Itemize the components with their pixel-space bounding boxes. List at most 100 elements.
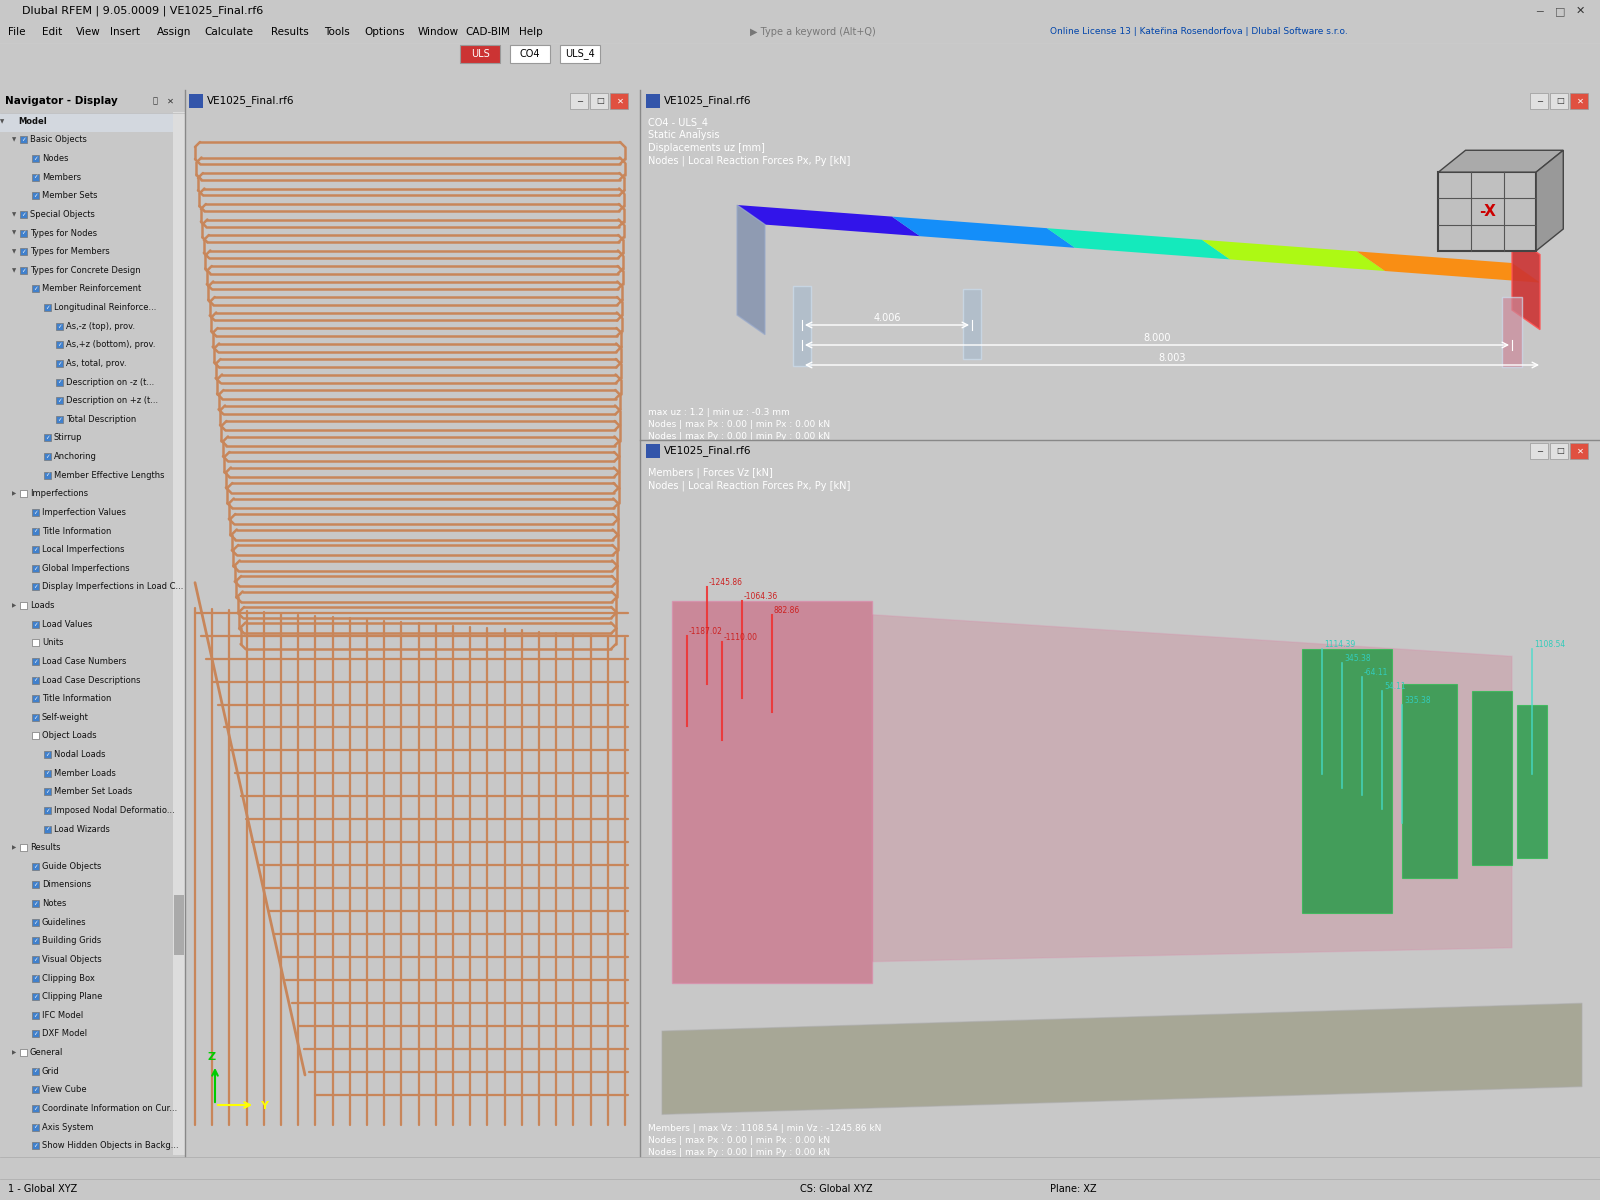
Text: Assign: Assign	[157, 26, 192, 37]
Text: Guide Objects: Guide Objects	[42, 862, 101, 871]
Bar	[32, 1105, 38, 1112]
Text: max uz : 1.2 | min uz : -0.3 mm: max uz : 1.2 | min uz : -0.3 mm	[648, 408, 790, 416]
Text: ✓: ✓	[21, 138, 26, 143]
Text: ▶: ▶	[13, 491, 16, 497]
Bar	[32, 528, 38, 534]
Text: ✓: ✓	[58, 416, 62, 422]
Text: Tools: Tools	[323, 26, 350, 37]
Bar	[19, 137, 27, 144]
Text: Stirrup: Stirrup	[54, 433, 83, 443]
Bar	[32, 509, 38, 516]
Text: Nodes: Nodes	[42, 154, 69, 163]
Text: ✓: ✓	[34, 1087, 38, 1092]
Text: ✓: ✓	[45, 454, 50, 460]
Bar	[32, 620, 38, 628]
Text: VE1025_Final.rf6: VE1025_Final.rf6	[664, 96, 752, 107]
Text: Longitudinal Reinforce...: Longitudinal Reinforce...	[54, 304, 157, 312]
Bar	[1530, 443, 1549, 458]
Text: -1187.02: -1187.02	[690, 626, 723, 636]
Text: Types for Nodes: Types for Nodes	[30, 228, 98, 238]
Bar	[32, 919, 38, 925]
Bar	[610, 92, 627, 109]
Polygon shape	[1202, 240, 1386, 271]
Bar	[1570, 443, 1587, 458]
Bar	[32, 1142, 38, 1150]
Bar	[189, 94, 203, 108]
Text: ✓: ✓	[34, 901, 38, 906]
Text: 🗗: 🗗	[152, 96, 157, 106]
Text: 1 - Global XYZ: 1 - Global XYZ	[8, 1184, 77, 1194]
Text: Insert: Insert	[110, 26, 141, 37]
Text: As, total, prov.: As, total, prov.	[66, 359, 126, 368]
Text: ✓: ✓	[34, 1069, 38, 1074]
Text: ✓: ✓	[45, 827, 50, 832]
Text: Clipping Plane: Clipping Plane	[42, 992, 102, 1001]
Text: Global Imperfections: Global Imperfections	[42, 564, 130, 572]
Bar	[1550, 92, 1568, 109]
Bar	[32, 974, 38, 982]
Polygon shape	[738, 205, 765, 335]
Text: ✓: ✓	[45, 473, 50, 478]
Text: Loads: Loads	[30, 601, 54, 610]
Text: ✓: ✓	[45, 436, 50, 440]
Text: CO4: CO4	[520, 49, 541, 59]
Bar	[32, 546, 38, 553]
Polygon shape	[872, 614, 1512, 961]
Text: Basic Objects: Basic Objects	[30, 136, 86, 144]
Text: Load Values: Load Values	[42, 619, 93, 629]
Text: ✓: ✓	[45, 770, 50, 775]
Polygon shape	[893, 216, 1075, 247]
Text: Display Imperfections in Load C...: Display Imperfections in Load C...	[42, 582, 184, 592]
Text: -1245.86: -1245.86	[709, 578, 742, 587]
Bar	[590, 92, 608, 109]
Bar	[45, 788, 51, 796]
Polygon shape	[662, 1003, 1582, 1115]
Text: ✕: ✕	[166, 96, 173, 106]
Bar	[45, 826, 51, 833]
Text: Total Description: Total Description	[66, 415, 136, 424]
Bar	[56, 416, 62, 422]
Text: 335.38: 335.38	[1405, 696, 1430, 704]
Bar	[32, 1068, 38, 1075]
Bar	[32, 192, 38, 199]
Text: Load Case Descriptions: Load Case Descriptions	[42, 676, 141, 684]
Text: Member Reinforcement: Member Reinforcement	[42, 284, 141, 294]
Bar	[1530, 92, 1549, 109]
Bar	[56, 378, 62, 385]
Bar	[32, 583, 38, 590]
Text: □: □	[597, 96, 603, 106]
Text: Results: Results	[270, 26, 309, 37]
Bar	[32, 1031, 38, 1038]
Bar	[32, 994, 38, 1000]
Text: ✓: ✓	[45, 790, 50, 794]
Bar	[1517, 704, 1547, 858]
Bar	[32, 1123, 38, 1130]
Text: Special Objects: Special Objects	[30, 210, 94, 218]
Text: ▼: ▼	[13, 268, 16, 272]
Text: Member Loads: Member Loads	[54, 769, 115, 778]
Text: ULS: ULS	[470, 49, 490, 59]
Text: ✓: ✓	[34, 696, 38, 701]
Text: Member Sets: Member Sets	[42, 191, 98, 200]
Bar	[45, 434, 51, 442]
Polygon shape	[1046, 228, 1230, 259]
Text: □: □	[1557, 446, 1563, 456]
Text: 1114.39: 1114.39	[1325, 641, 1355, 649]
Bar	[646, 94, 661, 108]
Text: Options: Options	[365, 26, 405, 37]
Text: Imperfection Values: Imperfection Values	[42, 508, 126, 517]
Text: ✓: ✓	[58, 398, 62, 403]
Text: ✓: ✓	[34, 622, 38, 626]
Text: ✓: ✓	[58, 361, 62, 366]
Bar	[1472, 691, 1512, 864]
Text: -1110.00: -1110.00	[723, 634, 758, 642]
Text: Calculate: Calculate	[205, 26, 253, 37]
Bar	[19, 602, 27, 610]
Bar	[1402, 684, 1458, 878]
Text: ✓: ✓	[34, 287, 38, 292]
Bar	[45, 454, 51, 460]
Bar	[32, 882, 38, 888]
Bar	[45, 806, 51, 814]
Text: ULS_4: ULS_4	[565, 48, 595, 60]
Bar	[32, 1012, 38, 1019]
